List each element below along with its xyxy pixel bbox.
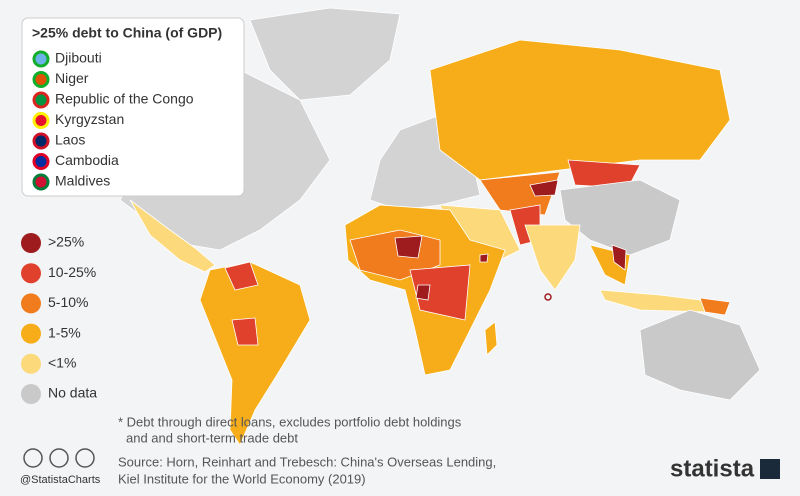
laos-cambodia [611, 244, 627, 271]
flag-icon [32, 153, 50, 170]
legend-swatch [21, 353, 41, 374]
greenland [249, 7, 401, 101]
country-name: Kyrgyzstan [55, 111, 124, 127]
title-box [21, 17, 245, 197]
legend-swatch [21, 384, 41, 404]
flag-icon [32, 132, 50, 150]
legend-label: 10-25% [48, 264, 96, 280]
country-list: Djibouti Niger Republic of the Congo Kyrgyz… [32, 50, 194, 191]
maldives [544, 293, 552, 301]
legend-label: >25% [48, 234, 84, 250]
mexico-central-america [129, 199, 216, 273]
country-name: Republic of the Congo [55, 91, 194, 107]
world-map [119, 7, 761, 446]
country-name: Djibouti [55, 50, 102, 66]
legend-label: 5-10% [48, 294, 88, 310]
source: Source: Horn, Reinhart and Trebesch: Chi… [118, 454, 496, 469]
credit: @StatistaCharts [20, 474, 101, 486]
title: >25% debt to China (of GDP) [32, 25, 222, 41]
source: Kiel Institute for the World Economy (20… [118, 471, 366, 486]
country-name: Cambodia [55, 152, 119, 168]
india [524, 224, 581, 291]
bolivia [231, 317, 259, 346]
flag-icon [32, 91, 50, 109]
indonesia [599, 289, 711, 313]
footnote: and and short-term trade debt [126, 430, 298, 445]
brand-logo: statista [670, 455, 755, 482]
country-name: Maldives [55, 173, 110, 189]
venezuela [224, 261, 259, 291]
niger [394, 235, 423, 259]
papua-new-guinea [699, 297, 731, 316]
australia [639, 309, 761, 401]
flag-icon [32, 50, 50, 68]
flag-icon [32, 112, 50, 129]
legend-swatch [21, 263, 41, 284]
congo [415, 284, 431, 301]
legend-swatch [21, 233, 41, 253]
legend-swatch [21, 293, 41, 314]
flag-icon [32, 71, 50, 88]
kyrgyzstan [529, 179, 559, 197]
legend-swatch [21, 323, 41, 344]
legend: >25% 10-25% 5-10% 1-5% <1% No data [21, 233, 97, 404]
country-name: Laos [55, 132, 85, 148]
south-america [199, 261, 311, 446]
madagascar [484, 321, 498, 356]
legend-label: No data [48, 385, 97, 401]
country-name: Niger [55, 70, 89, 86]
china [559, 179, 681, 256]
flag-icon [32, 173, 50, 191]
central-asia [479, 171, 561, 216]
footnote: * Debt through direct loans, excludes po… [118, 414, 462, 429]
legend-label: <1% [48, 355, 76, 371]
brand-mark [760, 459, 780, 479]
license-icons [23, 448, 95, 468]
legend-label: 1-5% [48, 324, 81, 340]
djibouti [479, 253, 489, 263]
russia [429, 39, 731, 181]
